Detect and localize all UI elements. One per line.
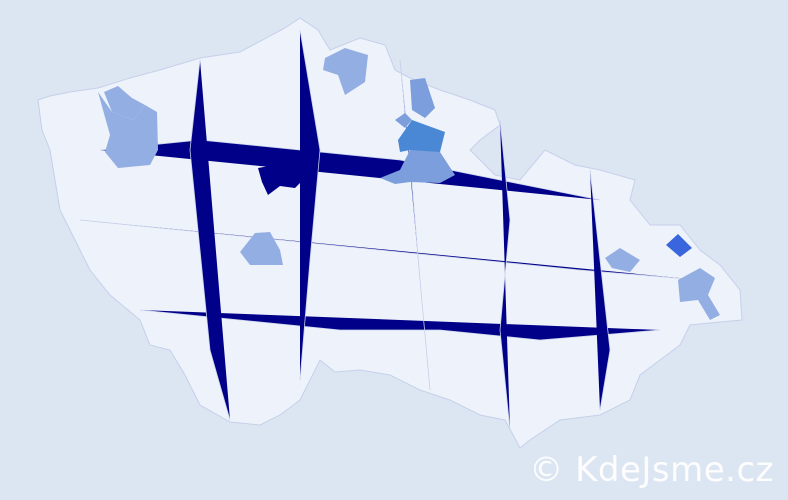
district-6	[323, 48, 368, 95]
district-5	[98, 92, 158, 168]
district-3	[398, 120, 445, 153]
district-9	[380, 150, 455, 184]
district-10	[240, 232, 283, 265]
watermark: © KdeJsme.cz	[529, 450, 774, 490]
district-2	[666, 234, 692, 257]
district-12	[678, 268, 720, 320]
district-7	[410, 78, 435, 118]
highlighted-districts	[98, 48, 720, 320]
district-11	[605, 248, 640, 272]
district-1	[258, 160, 305, 195]
district-borders	[79, 29, 701, 431]
country-outline	[37, 17, 743, 449]
district-8	[395, 113, 412, 128]
district-4	[104, 86, 145, 120]
